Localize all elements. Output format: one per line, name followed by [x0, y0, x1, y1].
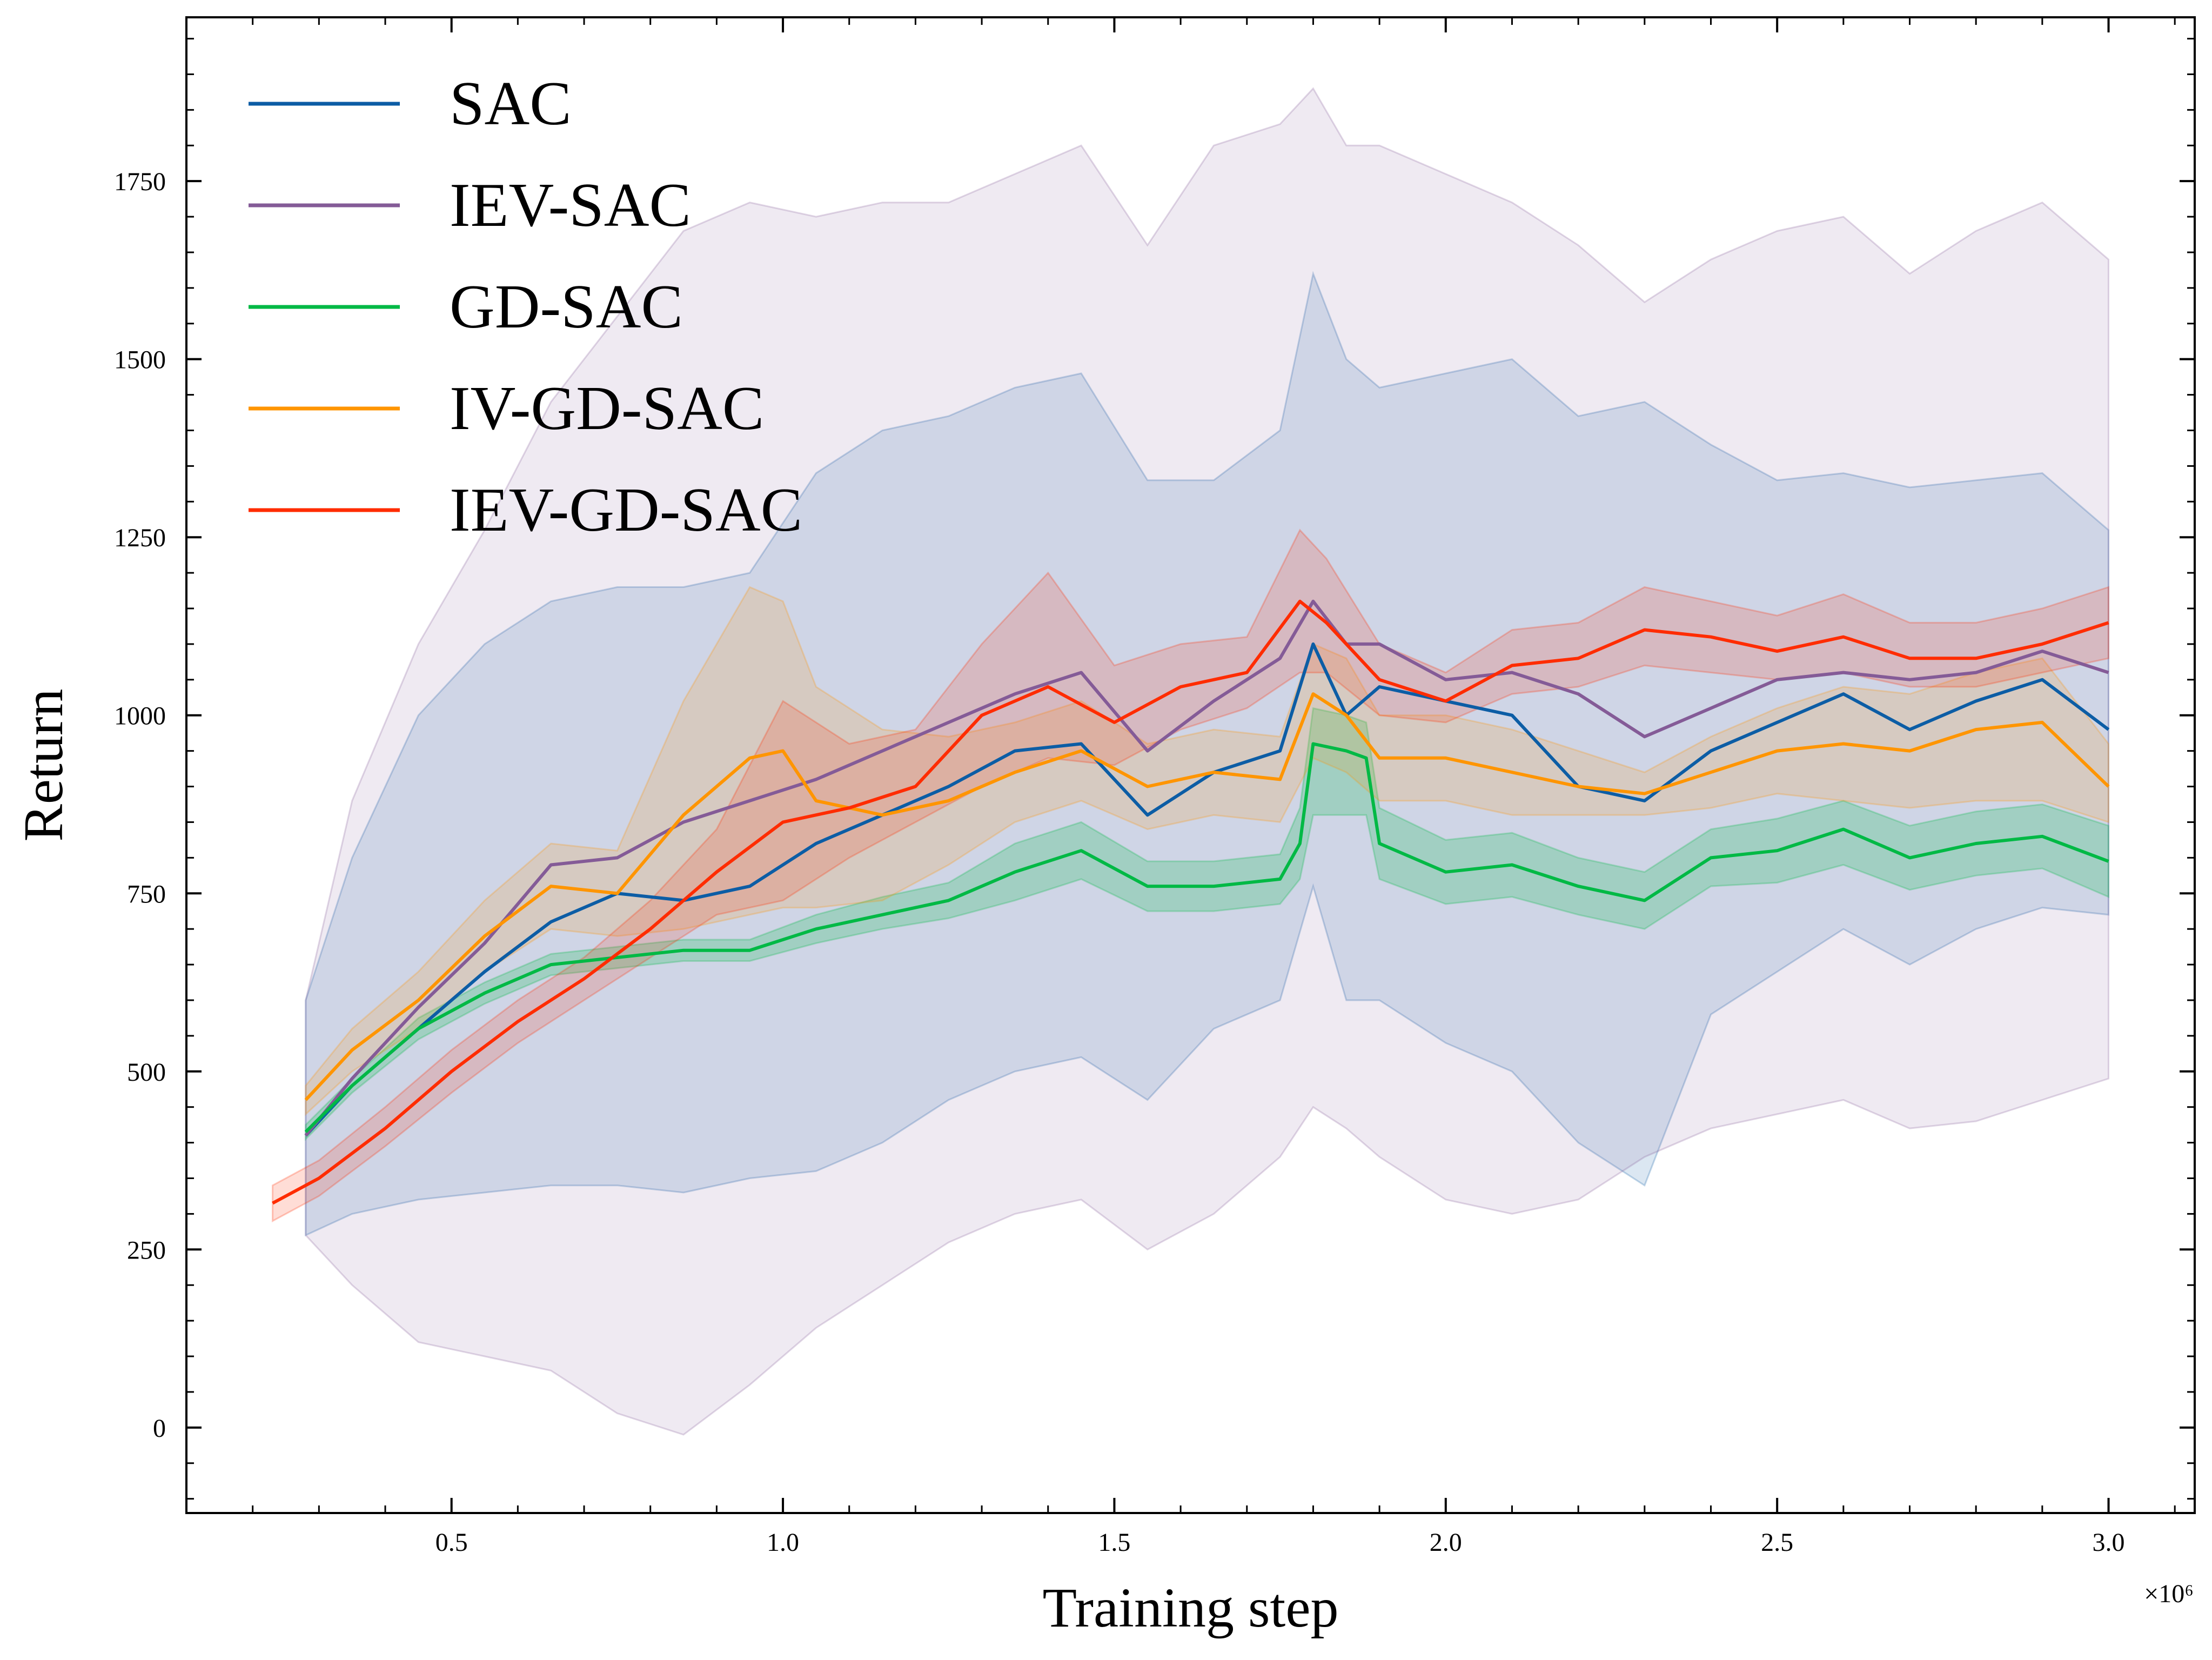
y-axis-title: Return — [12, 688, 75, 841]
y-tick-label: 750 — [127, 880, 166, 908]
y-tick-label: 1750 — [114, 168, 166, 196]
line-iev-sac — [304, 599, 2109, 1137]
legend: SAC IEV-SAC GD-SAC IV-GD-SAC IEV-GD-SAC — [249, 69, 802, 545]
y-tick-label: 1000 — [114, 702, 166, 731]
band-iv-gd-sac — [305, 586, 2109, 1116]
legend-label-iev-gd-sac: IEV-GD-SAC — [450, 476, 802, 545]
x-tick-label: 0.5 — [435, 1528, 468, 1557]
line-iev-gd-sac — [272, 599, 2109, 1205]
line-gd-sac — [304, 742, 2109, 1133]
legend-label-iev-sac: IEV-SAC — [450, 171, 691, 240]
band-iev-sac — [305, 87, 2109, 1436]
x-axis-title: Training step — [1043, 1577, 1339, 1639]
y-tick-label: 250 — [127, 1236, 166, 1264]
series-lines — [272, 599, 2110, 1205]
band-iev-gd-sac — [272, 528, 2109, 1223]
y-tick-label: 1500 — [114, 346, 166, 374]
plot-frame — [185, 16, 2196, 1514]
x-tick-label: 3.0 — [2093, 1528, 2125, 1557]
x-tick-label: 2.0 — [1430, 1528, 1462, 1557]
y-tick-label: 500 — [127, 1058, 166, 1087]
x-tick-label: 1.5 — [1098, 1528, 1130, 1557]
x-tick-label: 1.0 — [767, 1528, 799, 1557]
band-sac — [305, 271, 2109, 1237]
x-tick-label: 2.5 — [1761, 1528, 1793, 1557]
legend-label-sac: SAC — [450, 69, 572, 138]
line-iv-gd-sac — [304, 692, 2110, 1101]
y-tick-label: 0 — [153, 1414, 166, 1443]
confidence-bands — [272, 87, 2109, 1436]
line-sac — [304, 642, 2110, 1137]
band-gd-sac — [305, 707, 2109, 1141]
x-axis-ticks: 0.5 1.0 1.5 2.0 2.5 3.0 — [252, 17, 2176, 1557]
legend-label-iv-gd-sac: IV-GD-SAC — [450, 374, 764, 443]
y-tick-label: 1250 — [114, 524, 166, 552]
legend-label-gd-sac: GD-SAC — [450, 272, 683, 342]
y-axis-ticks: 0 250 500 750 1000 1250 1500 1750 — [114, 38, 2195, 1500]
x-axis-offset-label: ×10⁶ — [2144, 1579, 2194, 1608]
